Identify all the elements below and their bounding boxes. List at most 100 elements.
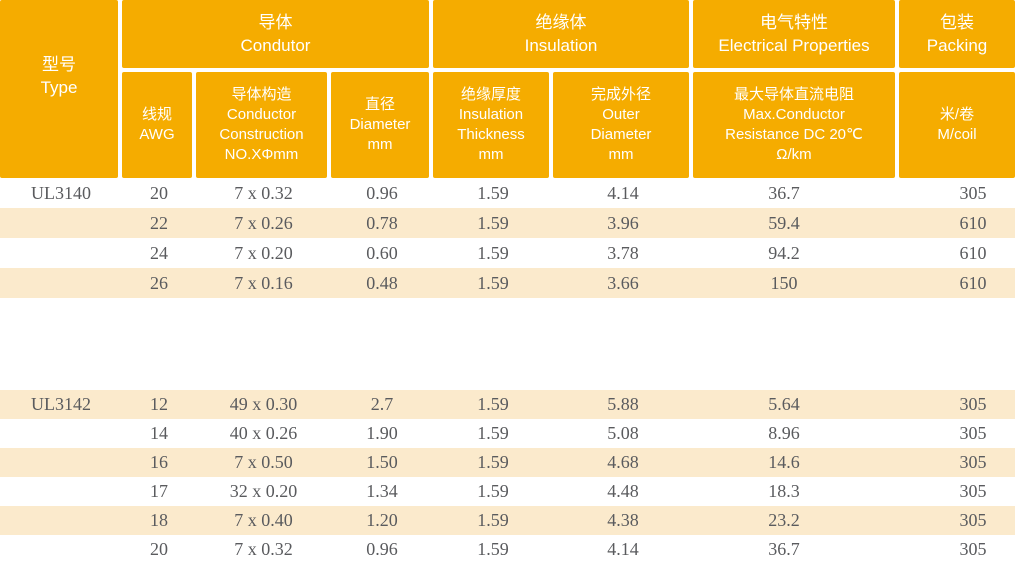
data-cell: 610 — [959, 242, 987, 263]
section-gap — [0, 298, 1015, 390]
subheader-line: Diameter — [590, 126, 652, 143]
header-type-en: Type — [40, 78, 78, 97]
data-cell: 305 — [959, 423, 987, 443]
header-group-conductor: 导体 Condutor — [122, 0, 429, 68]
data-cell: 8.96 — [768, 423, 800, 443]
subheader-line: NO.XΦmm — [224, 146, 299, 163]
subheader-awg: 线规 AWG — [122, 72, 192, 178]
data-cell: 7 x 0.16 — [234, 272, 293, 293]
table-row: 20 7 x 0.32 0.96 1.59 4.14 36.7 305 — [0, 535, 1015, 564]
data-cell: 1.59 — [477, 272, 509, 293]
data-cell: 23.2 — [768, 510, 800, 530]
data-cell: 0.48 — [366, 272, 398, 293]
data-cell: 16 — [150, 452, 168, 472]
data-cell: 32 x 0.20 — [229, 481, 298, 501]
subheader-line: 导体构造 — [231, 86, 292, 103]
subheader-max-resistance: 最大导体直流电阻 Max.Conductor Resistance DC 20℃ Ω/… — [693, 72, 895, 178]
header-type-zh: 型号 — [42, 55, 76, 74]
data-cell: 305 — [959, 510, 987, 530]
data-cell: 3.96 — [607, 212, 639, 233]
header-group-electrical: 电气特性 Electrical Properties — [693, 0, 895, 68]
data-cell: 36.7 — [768, 539, 800, 559]
data-cell: 305 — [959, 394, 987, 414]
data-cell: 4.68 — [607, 452, 639, 472]
data-cell: 150 — [770, 272, 798, 293]
subheader-line: 完成外径 — [590, 86, 651, 103]
data-cell: 305 — [959, 182, 987, 203]
data-cell: 0.78 — [366, 212, 398, 233]
data-cell: 7 x 0.50 — [234, 452, 293, 472]
data-cell: 1.90 — [366, 423, 398, 443]
data-cell: 1.59 — [477, 510, 509, 530]
data-cell: 2.7 — [370, 394, 394, 414]
header-group-packing-zh: 包装 — [940, 13, 974, 32]
subheader-line: mm — [608, 146, 634, 163]
data-cell: 1.34 — [366, 481, 398, 501]
subheader-line: mm — [367, 136, 393, 153]
data-cell: 7 x 0.20 — [234, 242, 293, 263]
data-cell: 59.4 — [768, 212, 800, 233]
data-cell: 1.59 — [477, 481, 509, 501]
subheader-diameter: 直径 Diameter mm — [331, 72, 429, 178]
subheader-line: 线规 — [141, 106, 172, 123]
data-cell: 5.64 — [768, 394, 800, 414]
data-cell: 4.14 — [607, 539, 639, 559]
header-group-insulation-en: Insulation — [524, 36, 598, 55]
section-ul3142: UL3142 12 49 x 0.30 2.7 1.59 5.88 5.64 305 14 40 … — [0, 390, 1015, 564]
table-row: 24 7 x 0.20 0.60 1.59 3.78 94.2 610 — [0, 238, 1015, 268]
data-cell: 20 — [150, 539, 168, 559]
data-cell: 1.59 — [477, 452, 509, 472]
data-cell: 0.96 — [366, 182, 398, 203]
data-cell: 22 — [150, 212, 168, 233]
subheader-line: Resistance DC 20℃ — [725, 126, 863, 143]
data-cell: 1.59 — [477, 394, 509, 414]
table-row: 17 32 x 0.20 1.34 1.59 4.48 18.3 305 — [0, 477, 1015, 506]
subheader-line: Diameter — [349, 116, 411, 133]
subheader-line: Outer — [602, 106, 640, 123]
header-group-packing: 包装 Packing — [899, 0, 1015, 68]
data-cell: 12 — [150, 394, 168, 414]
subheader-line: 最大导体直流电阻 — [733, 86, 854, 103]
data-cell: 49 x 0.30 — [229, 394, 298, 414]
subheader-line: Insulation — [458, 106, 524, 123]
subheader-line: 绝缘厚度 — [460, 86, 521, 103]
data-cell: 4.48 — [607, 481, 639, 501]
header-group-packing-en: Packing — [926, 36, 988, 55]
data-cell: 1.20 — [366, 510, 398, 530]
data-cell: 7 x 0.32 — [234, 182, 293, 203]
data-cell: 14.6 — [768, 452, 800, 472]
data-cell: 40 x 0.26 — [229, 423, 298, 443]
data-cell: 305 — [959, 452, 987, 472]
table-row: 18 7 x 0.40 1.20 1.59 4.38 23.2 305 — [0, 506, 1015, 535]
data-cell: 610 — [959, 272, 987, 293]
data-cell: 305 — [959, 481, 987, 501]
data-cell: 610 — [959, 212, 987, 233]
data-cell: 5.08 — [607, 423, 639, 443]
data-cell: 0.96 — [366, 539, 398, 559]
subheader-line: M/coil — [937, 126, 977, 143]
data-cell: 7 x 0.32 — [234, 539, 293, 559]
subheader-line: 米/卷 — [939, 106, 975, 123]
table-row: 26 7 x 0.16 0.48 1.59 3.66 150 610 — [0, 268, 1015, 298]
data-cell: 1.59 — [477, 539, 509, 559]
table-row: UL3142 12 49 x 0.30 2.7 1.59 5.88 5.64 305 — [0, 390, 1015, 419]
section-ul3140: UL3140 20 7 x 0.32 0.96 1.59 4.14 36.7 305 22 7 x… — [0, 178, 1015, 298]
subheader-line: Max.Conductor — [743, 106, 845, 123]
data-cell: 14 — [150, 423, 168, 443]
data-cell: 1.59 — [477, 423, 509, 443]
data-cell: 26 — [150, 272, 168, 293]
data-cell: 7 x 0.40 — [234, 510, 293, 530]
subheader-m-per-coil: 米/卷 M/coil — [899, 72, 1015, 178]
table-row: 14 40 x 0.26 1.90 1.59 5.08 8.96 305 — [0, 419, 1015, 448]
subheader-line: Ω/km — [776, 146, 812, 163]
data-cell: 4.38 — [607, 510, 639, 530]
data-cell: 1.50 — [366, 452, 398, 472]
subheader-line: AWG — [139, 126, 175, 143]
data-cell: 5.88 — [607, 394, 639, 414]
header-group-insulation: 绝缘体 Insulation — [433, 0, 689, 68]
header-group-conductor-en: Condutor — [240, 36, 311, 55]
data-cell: 7 x 0.26 — [234, 212, 293, 233]
subheader-line: mm — [478, 146, 504, 163]
subheader-line: Conductor — [226, 106, 297, 123]
data-cell: 94.2 — [768, 242, 800, 263]
